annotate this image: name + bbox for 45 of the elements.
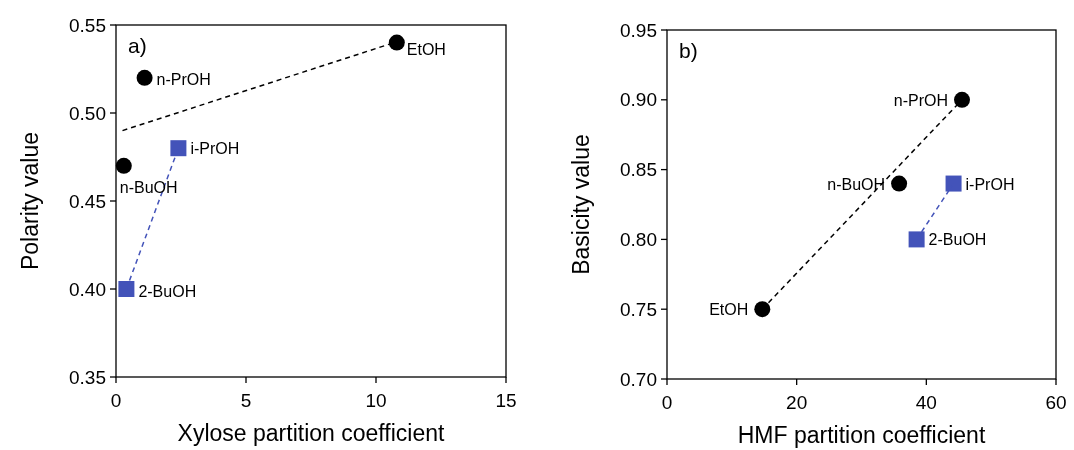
point bbox=[118, 281, 135, 297]
annotation: n-BuOH bbox=[827, 175, 886, 193]
x-tick-label: 40 bbox=[915, 392, 937, 413]
annotation: EtOH bbox=[709, 301, 749, 319]
y-tick-label: 0.35 bbox=[69, 366, 106, 388]
point bbox=[115, 157, 132, 174]
y-tick-label: 0.55 bbox=[69, 14, 106, 36]
x-tick-label: 60 bbox=[1045, 392, 1067, 413]
y-tick-label: 0.70 bbox=[620, 368, 657, 390]
annotation: EtOH bbox=[406, 40, 446, 58]
point bbox=[136, 69, 153, 86]
x-tick-label: 15 bbox=[495, 390, 517, 411]
y-axis-title: Basicity value bbox=[568, 134, 594, 275]
point bbox=[908, 231, 925, 248]
annotation: 2-BuOH bbox=[928, 231, 987, 249]
x-tick-label: 10 bbox=[365, 390, 387, 411]
annotation: a) bbox=[128, 34, 147, 57]
point bbox=[754, 301, 771, 318]
y-tick-label: 0.85 bbox=[620, 159, 657, 181]
x-tick-label: 0 bbox=[110, 390, 122, 411]
point bbox=[388, 34, 405, 51]
annotation: n-PrOH bbox=[893, 91, 948, 109]
y-axis-title: Polarity value bbox=[17, 131, 43, 271]
x-tick-label: 5 bbox=[240, 390, 252, 411]
y-tick-label: 0.80 bbox=[620, 229, 657, 251]
y-tick-label: 0.45 bbox=[69, 190, 106, 212]
y-tick-label: 0.90 bbox=[620, 89, 657, 111]
point bbox=[953, 91, 970, 108]
annotation: n-PrOH bbox=[156, 70, 211, 88]
point bbox=[891, 175, 908, 192]
x-tick-label: 20 bbox=[786, 392, 808, 413]
y-tick-label: 0.95 bbox=[620, 19, 657, 41]
x-axis-title: Xylose partition coefficient bbox=[177, 420, 445, 446]
x-tick-label: 0 bbox=[661, 392, 673, 413]
y-tick-label: 0.50 bbox=[69, 102, 106, 124]
point bbox=[170, 140, 187, 157]
annotation: 2-BuOH bbox=[138, 283, 197, 300]
annotation: i-PrOH bbox=[190, 140, 240, 158]
y-tick-label: 0.75 bbox=[620, 298, 657, 320]
annotation: b) bbox=[679, 39, 698, 62]
x-axis-title: HMF partition coefficient bbox=[737, 422, 986, 448]
y-tick-label: 0.40 bbox=[69, 278, 106, 300]
point bbox=[945, 175, 962, 192]
annotation: i-PrOH bbox=[965, 175, 1015, 193]
annotation: n-BuOH bbox=[119, 178, 178, 196]
